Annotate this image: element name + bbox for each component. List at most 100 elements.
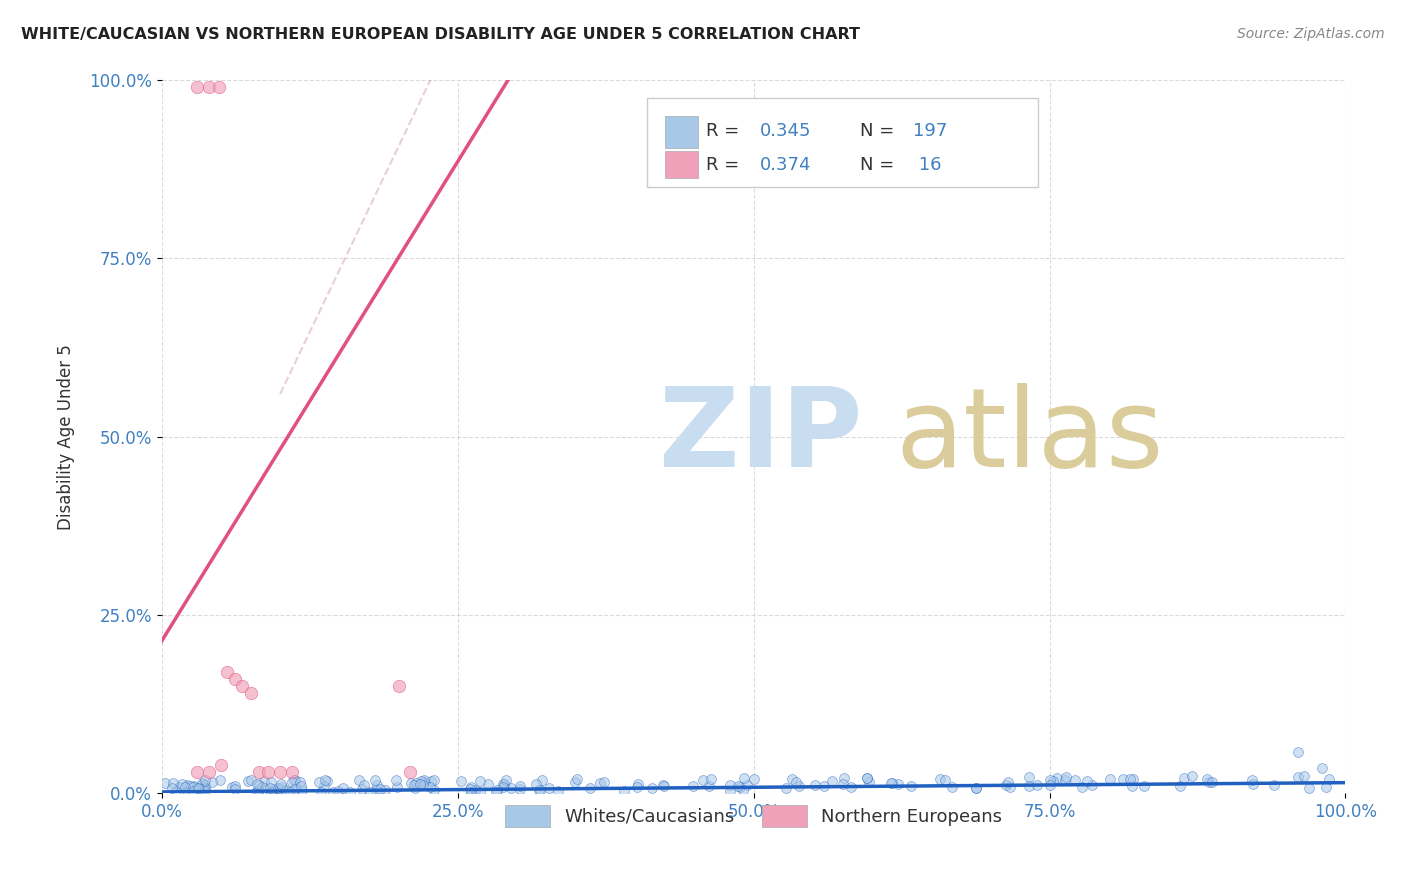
Point — [1064, 772, 1087, 787]
Point — [191, 776, 214, 790]
Text: 197: 197 — [914, 122, 948, 140]
Point — [408, 776, 430, 790]
Point — [509, 779, 531, 793]
Point — [260, 784, 283, 798]
Point — [322, 785, 344, 799]
Point — [682, 779, 704, 793]
Point — [224, 781, 246, 796]
Point — [1288, 771, 1310, 785]
Point — [412, 778, 434, 792]
Point — [651, 777, 673, 791]
Point — [856, 771, 879, 785]
Point — [308, 775, 330, 789]
Point — [733, 772, 755, 786]
Point — [1039, 778, 1062, 792]
Point — [492, 776, 515, 790]
Point — [281, 775, 304, 789]
Point — [464, 783, 486, 797]
Point — [1071, 780, 1094, 795]
FancyBboxPatch shape — [665, 116, 697, 148]
Point — [364, 773, 387, 788]
Point — [626, 780, 648, 794]
Point — [413, 775, 436, 789]
Point — [274, 783, 297, 797]
Point — [1298, 780, 1320, 795]
Point — [1121, 779, 1143, 793]
Point — [422, 772, 444, 787]
Y-axis label: Disability Age Under 5: Disability Age Under 5 — [58, 343, 75, 530]
Point — [267, 780, 290, 795]
Text: Source: ZipAtlas.com: Source: ZipAtlas.com — [1237, 27, 1385, 41]
Point — [250, 780, 273, 794]
Point — [260, 785, 283, 799]
Point — [880, 775, 903, 789]
Point — [495, 773, 517, 788]
Point — [423, 783, 446, 797]
Point — [181, 784, 204, 798]
Point — [262, 781, 284, 796]
Point — [246, 777, 269, 791]
Point — [626, 777, 648, 791]
Point — [934, 773, 956, 788]
Point — [900, 779, 922, 793]
Point — [326, 784, 349, 798]
Point — [364, 783, 387, 797]
Point — [239, 773, 262, 788]
Point — [236, 774, 259, 789]
Point — [387, 679, 409, 693]
Point — [347, 772, 370, 787]
Point — [1201, 775, 1223, 789]
Point — [530, 773, 553, 788]
Point — [224, 779, 246, 793]
Point — [527, 783, 550, 797]
Point — [353, 778, 375, 792]
Point — [201, 775, 224, 789]
Point — [312, 780, 335, 794]
Point — [1317, 772, 1340, 786]
Point — [270, 777, 292, 791]
Point — [193, 773, 215, 788]
Point — [641, 781, 664, 796]
Point — [359, 785, 381, 799]
Point — [492, 780, 515, 794]
Point — [215, 665, 238, 679]
Point — [281, 764, 304, 779]
Point — [404, 778, 426, 792]
Point — [1173, 771, 1195, 785]
Point — [284, 773, 307, 788]
Point — [284, 782, 307, 797]
Point — [718, 778, 741, 792]
Point — [186, 764, 208, 779]
Point — [1195, 772, 1218, 787]
Point — [994, 778, 1017, 792]
Point — [155, 776, 177, 790]
Point — [221, 780, 243, 794]
Point — [208, 773, 231, 788]
Point — [291, 783, 314, 797]
Point — [813, 779, 835, 793]
Point — [832, 777, 855, 791]
Point — [1046, 771, 1069, 785]
Text: 0.374: 0.374 — [759, 156, 811, 174]
Text: ZIP: ZIP — [659, 384, 862, 491]
Point — [420, 773, 443, 788]
Point — [804, 778, 827, 792]
Text: 16: 16 — [914, 156, 942, 174]
Point — [399, 764, 422, 779]
Point — [1053, 773, 1076, 788]
Point — [284, 780, 307, 794]
Point — [547, 784, 569, 798]
Point — [174, 785, 197, 799]
Point — [1133, 779, 1156, 793]
Point — [1198, 775, 1220, 789]
Point — [787, 779, 810, 793]
Point — [1039, 772, 1062, 787]
Point — [419, 780, 441, 795]
Point — [245, 785, 267, 799]
Point — [385, 773, 408, 788]
Point — [374, 782, 396, 797]
Point — [692, 773, 714, 788]
Point — [718, 783, 741, 797]
Point — [290, 779, 312, 793]
Point — [278, 785, 301, 799]
